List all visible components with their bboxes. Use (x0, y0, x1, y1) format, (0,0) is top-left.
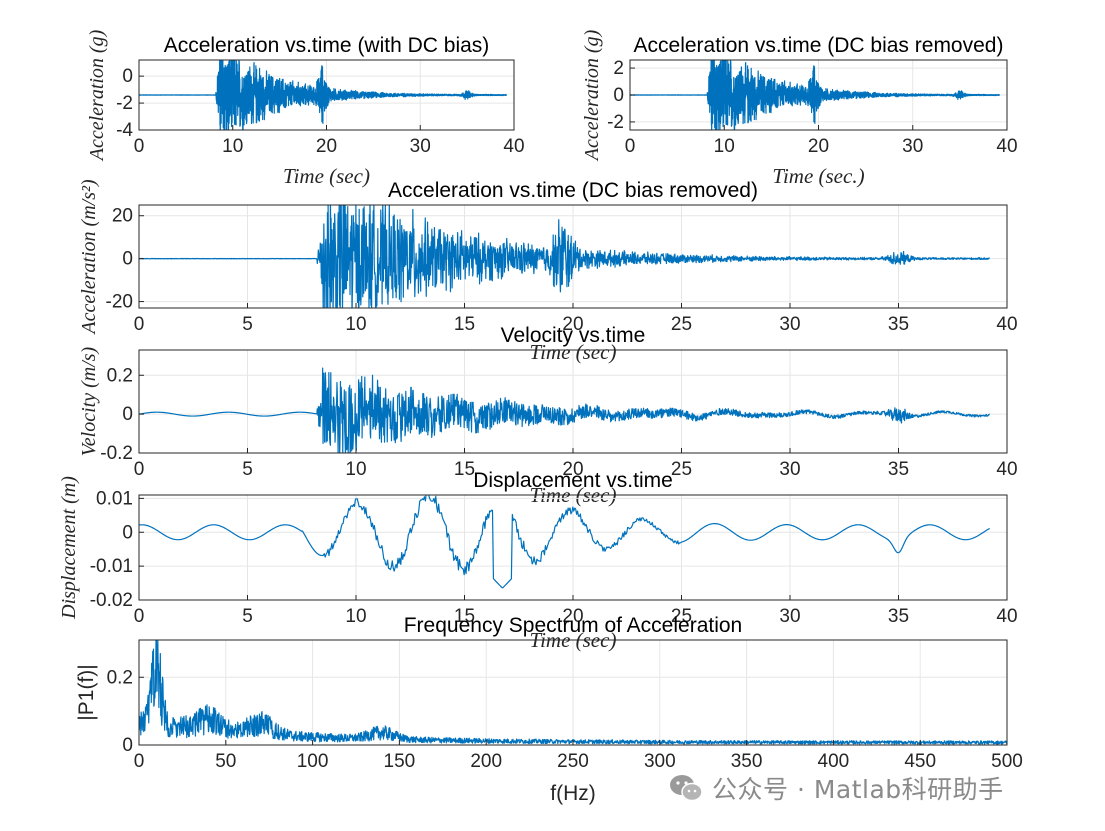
series-line-acc_g (630, 60, 1000, 130)
y-tick-label: -0.02 (90, 590, 133, 611)
x-tick-label: 40 (996, 606, 1017, 627)
x-tick-label: 20 (562, 459, 583, 480)
x-tick-label: 40 (503, 136, 524, 157)
watermark: 公众号 · Matlab科研助手 (668, 768, 1004, 808)
chart-title: Acceleration vs.time (DC bias removed) (634, 34, 1004, 57)
x-tick-label: 40 (996, 459, 1017, 480)
y-axis-label: |P1(f)| (75, 664, 98, 720)
x-tick-label: 40 (996, 314, 1017, 335)
x-tick-label: 5 (242, 314, 253, 335)
x-tick-label: 250 (557, 751, 589, 772)
x-tick-label: 30 (779, 606, 800, 627)
x-tick-label: 150 (384, 751, 416, 772)
x-tick-label: 10 (345, 606, 366, 627)
y-tick-label: 20 (112, 206, 133, 227)
chart-title: Frequency Spectrum of Acceleration (404, 614, 743, 637)
x-tick-label: 0 (134, 136, 145, 157)
chart-p1: 0 10 20 30 40 -4 -2 0 Time (sec) Acceleration (g)… (86, 29, 525, 188)
x-tick-label: 30 (779, 459, 800, 480)
x-tick-label: 30 (410, 136, 431, 157)
x-tick-label: 25 (671, 606, 692, 627)
wechat-icon (670, 775, 703, 802)
y-tick-label: 0 (613, 85, 624, 106)
x-tick-label: 5 (242, 459, 253, 480)
chart-title: Velocity vs.time (501, 324, 646, 347)
x-axis-label: f(Hz) (550, 782, 596, 805)
x-tick-label: 0 (625, 136, 636, 157)
chart-p6: 0 50 100 150 200 250 300 350 400 450 500 0 0.2 f(Hz) |… (75, 614, 1023, 805)
y-axis-label: Displacement (m) (58, 476, 80, 620)
x-tick-label: 35 (888, 606, 909, 627)
y-tick-label: -2 (607, 112, 624, 133)
y-tick-label: -0.01 (90, 556, 133, 577)
x-axis-label: Time (sec.) (772, 164, 864, 188)
x-tick-label: 35 (888, 314, 909, 335)
chart-title: Displacement vs.time (473, 469, 673, 492)
y-tick-label: 0.2 (107, 667, 133, 688)
x-axis-label: Time (sec) (283, 164, 370, 188)
x-tick-label: 5 (242, 606, 253, 627)
x-tick-label: 40 (996, 136, 1017, 157)
y-tick-label: 0 (122, 249, 133, 270)
y-tick-label: -20 (106, 292, 133, 313)
x-tick-label: 50 (215, 751, 236, 772)
x-tick-label: 300 (644, 751, 676, 772)
x-tick-label: 400 (818, 751, 850, 772)
x-tick-label: 20 (808, 136, 829, 157)
x-tick-label: 450 (904, 751, 936, 772)
series-line-acc_ms2 (139, 205, 990, 308)
chart-title: Acceleration vs.time (DC bias removed) (388, 179, 758, 202)
y-tick-label: 0 (122, 522, 133, 543)
x-tick-label: 350 (731, 751, 763, 772)
x-tick-label: 10 (345, 314, 366, 335)
series-line-displacement (139, 495, 990, 589)
y-tick-label: 0 (122, 735, 133, 756)
y-tick-label: -2 (116, 93, 133, 114)
y-tick-label: 2 (613, 58, 624, 79)
x-tick-label: 25 (671, 314, 692, 335)
x-tick-label: 20 (562, 606, 583, 627)
y-axis-label: Acceleration (m/s²) (78, 179, 100, 336)
x-tick-label: 15 (454, 459, 475, 480)
x-tick-label: 10 (345, 459, 366, 480)
x-tick-label: 25 (671, 459, 692, 480)
y-axis-label: Acceleration (g) (581, 29, 603, 162)
series-line-velocity (139, 367, 990, 453)
x-tick-label: 35 (888, 459, 909, 480)
x-tick-label: 10 (222, 136, 243, 157)
x-tick-label: 30 (902, 136, 923, 157)
x-tick-label: 30 (779, 314, 800, 335)
x-tick-label: 0 (134, 606, 145, 627)
x-tick-label: 15 (454, 606, 475, 627)
x-tick-label: 10 (714, 136, 735, 157)
y-tick-label: -4 (116, 120, 133, 141)
x-tick-label: 500 (991, 751, 1023, 772)
x-tick-label: 20 (316, 136, 337, 157)
x-tick-label: 100 (297, 751, 329, 772)
y-tick-label: 0 (122, 404, 133, 425)
y-tick-label: -0.2 (100, 443, 133, 464)
x-tick-label: 0 (134, 751, 145, 772)
x-tick-label: 20 (562, 314, 583, 335)
chart-title: Acceleration vs.time (with DC bias) (164, 34, 490, 57)
watermark-text: 公众号 · Matlab科研助手 (712, 775, 1004, 804)
y-tick-label: 0 (122, 66, 133, 87)
x-tick-label: 15 (454, 314, 475, 335)
series-line-acc_g_bias (139, 60, 508, 130)
x-tick-label: 0 (134, 459, 145, 480)
y-axis-label: Velocity (m/s) (78, 346, 100, 456)
x-tick-label: 0 (134, 314, 145, 335)
y-axis-label: Acceleration (g) (86, 29, 108, 162)
y-tick-label: 0.01 (96, 488, 133, 509)
x-tick-label: 200 (470, 751, 502, 772)
y-tick-label: 0.2 (107, 365, 133, 386)
